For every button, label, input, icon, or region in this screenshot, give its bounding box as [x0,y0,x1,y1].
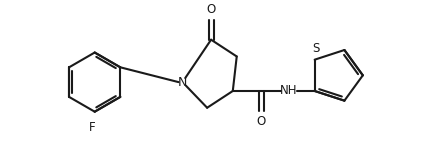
Text: F: F [88,121,95,134]
Text: O: O [256,115,266,128]
Text: N: N [178,76,187,89]
Text: O: O [206,3,215,16]
Text: NH: NH [279,85,297,98]
Text: S: S [311,42,319,55]
